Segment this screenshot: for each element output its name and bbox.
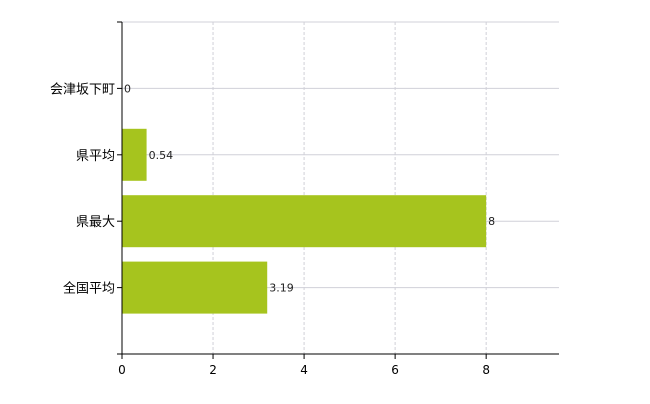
y-tick-label: 県最大 (76, 215, 115, 230)
bar (122, 195, 487, 248)
y-tick-label: 全国平均 (63, 281, 115, 297)
bar-value-label: 0.54 (149, 149, 174, 162)
bar-value-label: 8 (488, 215, 495, 228)
x-tick-label: 6 (391, 363, 399, 377)
x-tick-label: 8 (482, 363, 490, 377)
x-tick-label: 4 (300, 363, 308, 377)
bar (122, 128, 147, 181)
bar (122, 261, 268, 314)
bar-value-label: 0 (124, 82, 131, 95)
y-tick-label: 県平均 (76, 149, 115, 164)
bar-value-label: 3.19 (269, 282, 294, 295)
x-tick-label: 2 (209, 363, 217, 377)
y-tick-label: 会津坂下町 (50, 82, 115, 97)
x-tick-label: 0 (118, 363, 126, 377)
